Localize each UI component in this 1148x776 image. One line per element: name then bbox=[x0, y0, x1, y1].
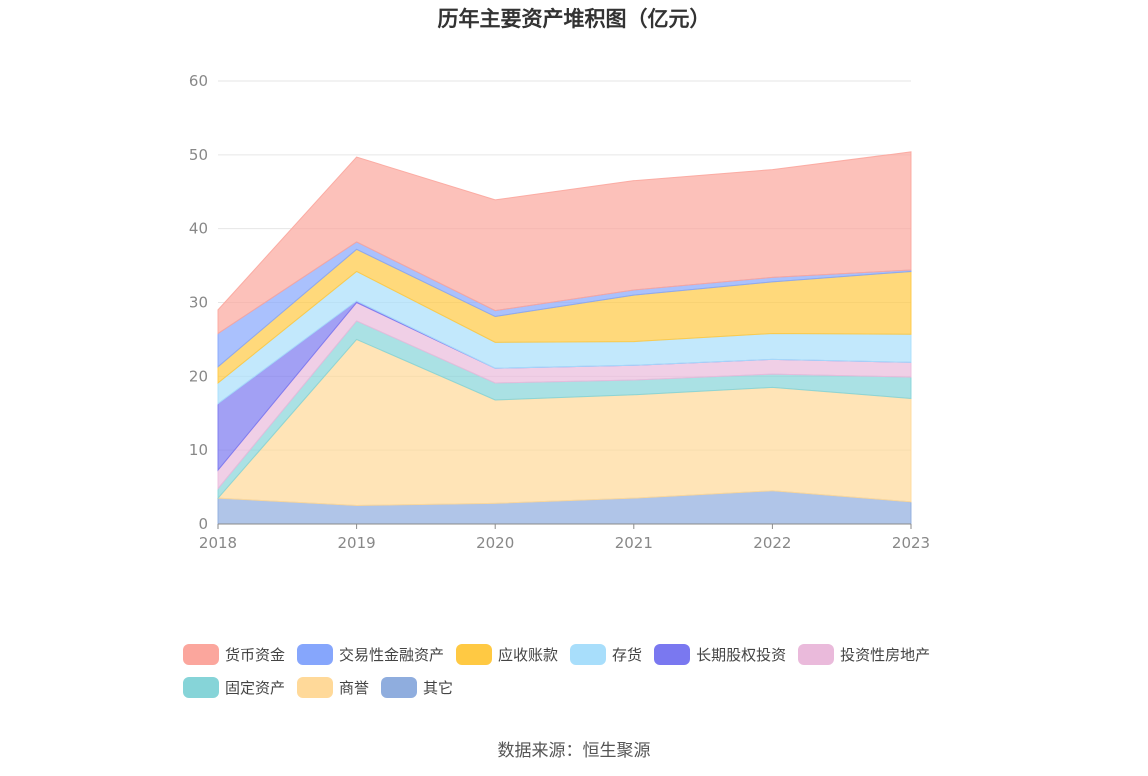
legend-swatch bbox=[456, 644, 493, 665]
legend-label: 固定资产 bbox=[225, 679, 286, 697]
legend-item[interactable]: 商誉 bbox=[297, 677, 369, 698]
x-tick-label: 2021 bbox=[615, 534, 653, 552]
data-source-note: 数据来源：恒生聚源 bbox=[497, 741, 651, 761]
x-tick-label: 2019 bbox=[338, 534, 376, 552]
legend-item[interactable]: 长期股权投资 bbox=[654, 644, 786, 665]
legend-swatch bbox=[654, 644, 691, 665]
legend-swatch bbox=[183, 644, 219, 665]
y-tick-label: 20 bbox=[189, 367, 208, 385]
legend-item[interactable]: 固定资产 bbox=[183, 677, 285, 698]
legend-row: 货币资金 交易性金融资产 应收账款 存货 长期股权投资 投资性房地产 bbox=[183, 638, 1003, 671]
legend-label: 交易性金融资产 bbox=[339, 646, 445, 664]
legend-item[interactable]: 应收账款 bbox=[456, 644, 558, 665]
area-series-8[interactable] bbox=[217, 151, 912, 335]
legend-label: 长期股权投资 bbox=[696, 646, 787, 664]
legend-item[interactable]: 货币资金 bbox=[183, 644, 285, 665]
legend-swatch bbox=[183, 677, 219, 698]
legend-swatch bbox=[570, 644, 607, 665]
legend-item[interactable]: 存货 bbox=[570, 644, 642, 665]
x-tick-label: 2022 bbox=[753, 534, 791, 552]
legend-label: 应收账款 bbox=[498, 646, 559, 664]
legend-label: 货币资金 bbox=[225, 646, 286, 664]
y-tick-label: 40 bbox=[189, 220, 208, 238]
legend-item[interactable]: 交易性金融资产 bbox=[297, 644, 444, 665]
y-tick-label: 50 bbox=[189, 146, 208, 164]
legend: 货币资金 交易性金融资产 应收账款 存货 长期股权投资 投资性房地产固定资产 商誉 其它 bbox=[183, 638, 1003, 704]
x-tick-label: 2020 bbox=[476, 534, 514, 552]
y-tick-label: 0 bbox=[198, 515, 208, 533]
stacked-area-chart: 0 10 20 30 40 50 60 2018 2019 2020 2021 2022 2023 bbox=[189, 72, 930, 552]
x-tick-label: 2018 bbox=[199, 534, 237, 552]
legend-swatch bbox=[798, 644, 835, 665]
y-tick-label: 10 bbox=[189, 441, 208, 459]
legend-label: 商誉 bbox=[339, 679, 370, 697]
axes: 0 10 20 30 40 50 60 2018 2019 2020 2021 2022 2023 bbox=[189, 72, 930, 552]
legend-swatch bbox=[297, 644, 334, 665]
y-tick-label: 60 bbox=[189, 72, 208, 90]
area-layers bbox=[216, 151, 912, 525]
legend-label: 存货 bbox=[612, 646, 643, 664]
legend-item[interactable]: 其它 bbox=[381, 677, 453, 698]
y-tick-label: 30 bbox=[189, 294, 208, 312]
legend-label: 投资性房地产 bbox=[840, 646, 931, 664]
legend-swatch bbox=[297, 677, 334, 698]
legend-label: 其它 bbox=[423, 679, 454, 697]
legend-item[interactable]: 投资性房地产 bbox=[798, 644, 930, 665]
legend-row: 固定资产 商誉 其它 bbox=[183, 671, 1003, 704]
x-tick-label: 2023 bbox=[892, 534, 930, 552]
legend-swatch bbox=[381, 677, 418, 698]
chart-title: 历年主要资产堆积图（亿元） bbox=[437, 7, 711, 31]
